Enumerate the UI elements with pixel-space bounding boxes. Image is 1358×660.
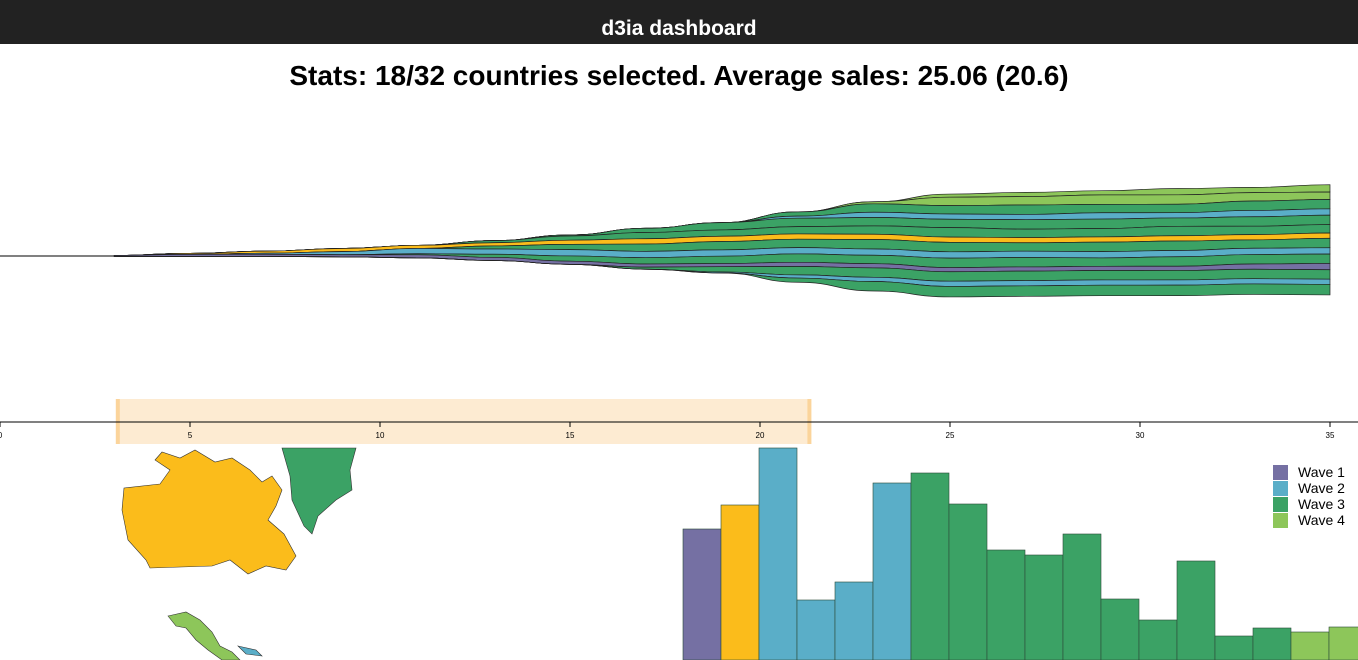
- axis-tick-label: 20: [756, 431, 765, 440]
- histogram-bar[interactable]: [1138, 619, 1178, 660]
- axis-tick-label: 10: [376, 431, 385, 440]
- legend-swatch: [1273, 480, 1288, 496]
- legend-item-wave3: Wave 3: [1273, 496, 1345, 512]
- histogram-bar[interactable]: [834, 581, 874, 660]
- legend-swatch: [1273, 512, 1288, 528]
- histogram-bar[interactable]: [1024, 554, 1064, 660]
- histogram-bar[interactable]: [682, 528, 722, 660]
- stream-layer[interactable]: [113, 256, 1331, 298]
- legend-label: Wave 3: [1298, 496, 1345, 512]
- legend-label: Wave 1: [1298, 464, 1345, 480]
- histogram-bar[interactable]: [1100, 598, 1140, 660]
- histogram-bar[interactable]: [872, 482, 912, 660]
- legend-label: Wave 4: [1298, 512, 1345, 528]
- legend-label: Wave 2: [1298, 480, 1345, 496]
- histogram-bar[interactable]: [720, 504, 760, 660]
- stats-heading: Stats: 18/32 countries selected. Average…: [289, 60, 1069, 91]
- legend: Wave 1 Wave 2 Wave 3 Wave 4: [1273, 464, 1345, 528]
- axis-tick-label: 35: [1326, 431, 1335, 440]
- axis-tick-label: 0: [0, 431, 3, 440]
- histogram-bar[interactable]: [796, 599, 836, 660]
- histogram-bar[interactable]: [1176, 560, 1216, 660]
- histogram-bar[interactable]: [1214, 635, 1254, 660]
- histogram-bar[interactable]: [1252, 627, 1292, 660]
- world-map[interactable]: [0, 0, 660, 660]
- map-country-mexico[interactable]: [167, 611, 241, 660]
- legend-item-wave1: Wave 1: [1273, 464, 1345, 480]
- app-header: d3ia dashboard: [0, 0, 1358, 44]
- histogram-bar[interactable]: [1328, 626, 1358, 660]
- histogram-bar[interactable]: [758, 447, 798, 660]
- map-country-cuba[interactable]: [237, 645, 263, 657]
- legend-swatch: [1273, 464, 1288, 480]
- legend-item-wave2: Wave 2: [1273, 480, 1345, 496]
- streamgraph: [0, 184, 1331, 298]
- histogram-bar[interactable]: [948, 503, 988, 660]
- legend-swatch: [1273, 496, 1288, 512]
- axis-tick-label: 25: [946, 431, 955, 440]
- axis-tick-label: 15: [566, 431, 575, 440]
- histogram-bar[interactable]: [986, 549, 1026, 660]
- map-country-greenland[interactable]: [281, 447, 357, 535]
- legend-item-wave4: Wave 4: [1273, 512, 1345, 528]
- histogram-bar[interactable]: [1290, 631, 1330, 660]
- app-title: d3ia dashboard: [601, 17, 757, 40]
- axis-tick-label: 5: [188, 431, 193, 440]
- histogram-bar[interactable]: [1062, 533, 1102, 660]
- axis-tick-label: 30: [1136, 431, 1145, 440]
- map-country-canada[interactable]: [121, 449, 297, 575]
- histogram-bar[interactable]: [910, 472, 950, 660]
